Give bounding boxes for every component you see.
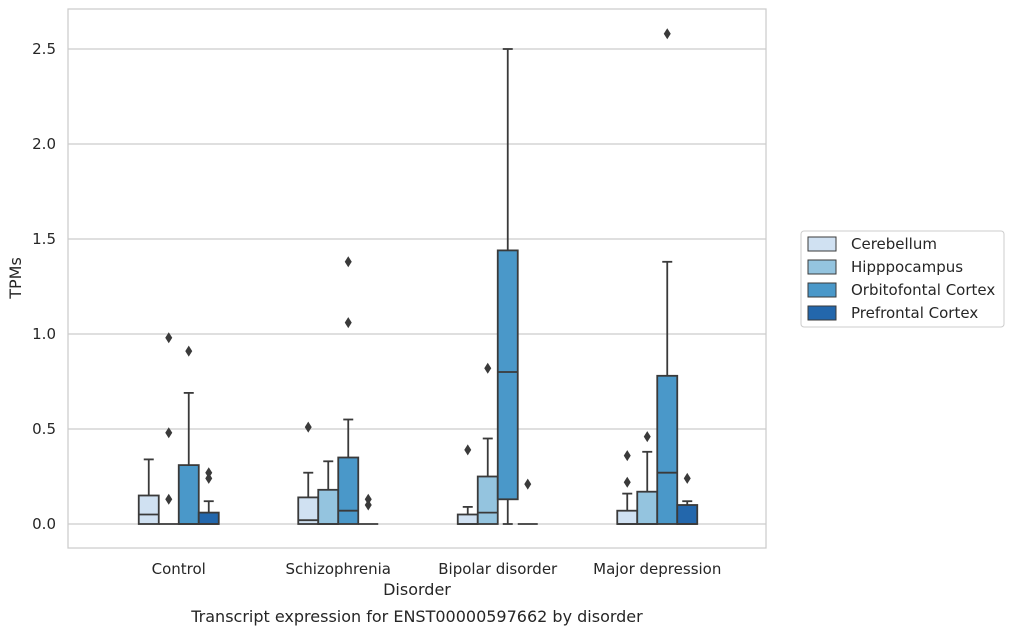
y-tick-label: 0.5 xyxy=(32,420,56,438)
box-cerebellum-control xyxy=(137,458,160,525)
box-prefrontal-cortex-major-depression xyxy=(676,472,699,525)
outlier-point xyxy=(205,472,213,484)
x-axis-label: Disorder xyxy=(383,580,451,599)
outlier-point xyxy=(643,431,651,443)
y-tick-label: 1.0 xyxy=(32,325,56,343)
y-tick-label: 2.5 xyxy=(32,40,56,58)
outlier-point xyxy=(165,332,173,344)
outlier-point xyxy=(663,28,671,40)
chart-caption: Transcript expression for ENST0000059766… xyxy=(190,607,643,626)
box-iqr xyxy=(197,511,220,525)
outlier-point xyxy=(464,444,472,456)
x-tick-label: Major depression xyxy=(593,560,721,578)
box-prefrontal-cortex-bipolar-disorder xyxy=(517,478,538,525)
box-cerebellum-major-depression xyxy=(616,450,639,525)
y-tick-label: 0.0 xyxy=(32,515,56,533)
outlier-point xyxy=(484,362,492,374)
box-iqr xyxy=(616,509,639,525)
outlier-point xyxy=(364,493,372,505)
box-iqr xyxy=(676,504,699,525)
box-hipppocampus-bipolar-disorder xyxy=(476,362,499,525)
y-tick-label: 1.5 xyxy=(32,230,56,248)
outlier-point xyxy=(623,450,631,462)
y-axis-ticks: 0.0 0.5 1.0 1.5 2.0 2.5 xyxy=(32,40,56,533)
legend-swatch xyxy=(807,282,837,298)
box-hipppocampus-major-depression xyxy=(636,431,659,525)
outlier-point xyxy=(165,493,173,505)
box-iqr xyxy=(636,490,659,525)
box-prefrontal-cortex-control xyxy=(197,467,220,525)
legend-label: Cerebellum xyxy=(851,235,937,253)
box-orbitofontal-cortex-major-depression xyxy=(656,28,679,525)
outlier-point xyxy=(205,467,213,479)
outlier-point xyxy=(165,427,173,439)
outlier-point xyxy=(524,478,532,490)
box-cerebellum-schizophrenia xyxy=(297,421,320,525)
legend-swatch xyxy=(807,259,837,275)
box-iqr xyxy=(656,374,679,525)
x-tick-label: Control xyxy=(152,560,206,578)
legend-label: Orbitofontal Cortex xyxy=(851,281,995,299)
x-axis-ticks: Control Schizophrenia Bipolar disorder Majo… xyxy=(152,560,722,578)
box-iqr xyxy=(476,475,499,525)
box-hipppocampus-schizophrenia xyxy=(317,460,340,525)
box-orbitofontal-cortex-control xyxy=(177,345,200,525)
box-plot-layer xyxy=(137,28,699,525)
box-iqr xyxy=(137,494,160,525)
outlier-point xyxy=(344,317,352,329)
box-orbitofontal-cortex-schizophrenia xyxy=(337,256,360,525)
legend-swatch xyxy=(807,305,837,321)
outlier-point xyxy=(683,472,691,484)
outlier-point xyxy=(304,421,312,433)
legend-items: Cerebellum Hipppocampus Orbitofontal Corte… xyxy=(807,235,995,322)
legend-label: Prefrontal Cortex xyxy=(851,304,978,322)
legend-label: Hipppocampus xyxy=(851,258,963,276)
legend-frame xyxy=(800,230,1005,328)
box-iqr xyxy=(317,488,340,525)
box-iqr xyxy=(177,464,200,525)
outlier-point xyxy=(344,256,352,268)
box-orbitofontal-cortex-bipolar-disorder xyxy=(496,48,519,525)
box-hipppocampus-control xyxy=(158,332,179,525)
outlier-point xyxy=(185,345,193,357)
box-iqr xyxy=(496,249,519,501)
legend-swatch xyxy=(807,236,837,252)
box-iqr xyxy=(337,456,360,525)
x-tick-label: Bipolar disorder xyxy=(438,560,558,578)
y-tick-label: 2.0 xyxy=(32,135,56,153)
box-iqr xyxy=(456,513,479,525)
outlier-point xyxy=(364,499,372,511)
outlier-point xyxy=(623,476,631,488)
plot-area-frame xyxy=(67,8,767,549)
legend: Cerebellum Hipppocampus Orbitofontal Corte… xyxy=(800,230,1005,328)
box-cerebellum-bipolar-disorder xyxy=(456,444,479,525)
box-prefrontal-cortex-schizophrenia xyxy=(358,493,379,525)
y-axis-label: TPMs xyxy=(6,257,25,300)
x-tick-label: Schizophrenia xyxy=(286,560,391,578)
